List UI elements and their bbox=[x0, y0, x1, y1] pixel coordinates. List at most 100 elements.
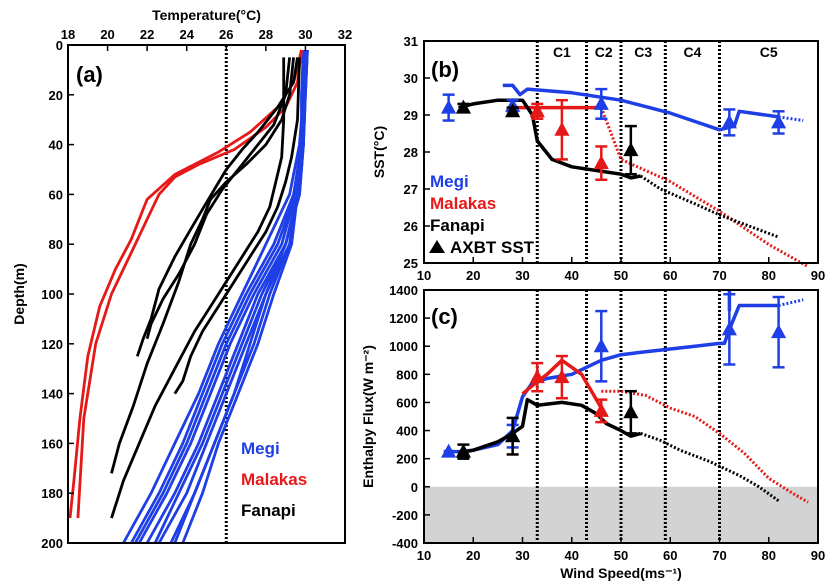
fanapi-marker bbox=[623, 142, 639, 157]
legend-entry-axbt-sst: AXBT SST bbox=[450, 238, 535, 257]
x-tick-label: 20 bbox=[466, 268, 480, 283]
fanapi-marker bbox=[505, 103, 521, 118]
enthalpy-flux-series bbox=[443, 290, 809, 504]
y-tick-label: 0 bbox=[411, 480, 418, 495]
y-tick-label: 600 bbox=[396, 395, 418, 410]
y-axis-title-b: SST(°C) bbox=[371, 126, 387, 178]
x-tick-label: 80 bbox=[762, 268, 776, 283]
legend-entry-malakas: Malakas bbox=[430, 194, 496, 213]
x-tick-label: 60 bbox=[663, 548, 677, 563]
y-tick-label: 120 bbox=[41, 337, 63, 352]
y-tick-label: 200 bbox=[41, 536, 63, 551]
y-tick-label: 27 bbox=[404, 182, 418, 197]
x-tick-label: 90 bbox=[811, 268, 825, 283]
panel-b-frame bbox=[423, 40, 819, 264]
y-tick-label: 30 bbox=[404, 71, 418, 86]
legend-entry-megi: Megi bbox=[241, 439, 280, 458]
axbt-sst-markers bbox=[441, 87, 787, 181]
panel-label-c: (c) bbox=[431, 304, 458, 329]
panel-label-b: (b) bbox=[431, 57, 459, 82]
x-tick-label: 22 bbox=[140, 27, 154, 42]
fanapi-dotted-line bbox=[640, 431, 780, 503]
megi-marker bbox=[593, 95, 609, 110]
x-tick-label: 50 bbox=[614, 268, 628, 283]
y-tick-label: 400 bbox=[396, 424, 418, 439]
legend-entry-fanapi: Fanapi bbox=[430, 216, 485, 235]
malakas-marker bbox=[529, 369, 545, 384]
panel-label-a: (a) bbox=[76, 62, 103, 87]
x-tick-label: 24 bbox=[179, 27, 194, 42]
fanapi-solid-line bbox=[458, 397, 642, 455]
megi-marker bbox=[771, 114, 787, 129]
triangle-marker-icon bbox=[429, 240, 445, 253]
y-tick-label: 25 bbox=[404, 256, 418, 271]
legend-entry-malakas: Malakas bbox=[241, 470, 307, 489]
megi-solid-line bbox=[502, 83, 779, 132]
y-tick-label: 140 bbox=[41, 387, 63, 402]
malakas-marker bbox=[593, 402, 609, 417]
legend-entry-fanapi: Fanapi bbox=[241, 501, 296, 520]
y-tick-label: -400 bbox=[392, 536, 418, 551]
panel-a-frame bbox=[67, 44, 346, 544]
x-axis-title-a: Temperature(°C) bbox=[152, 7, 261, 23]
profile-line-fanapi bbox=[135, 57, 299, 357]
malakas-dotted-line bbox=[601, 389, 809, 504]
fanapi-marker bbox=[455, 443, 471, 458]
y-tick-label: 1000 bbox=[389, 339, 418, 354]
megi-marker bbox=[441, 443, 457, 458]
y-tick-label: 160 bbox=[41, 436, 63, 451]
legend-a: Megi Malakas Fanapi bbox=[241, 439, 307, 520]
y-tick-label: 40 bbox=[49, 138, 63, 153]
malakas-marker bbox=[554, 121, 570, 136]
category-label-c1: C1 bbox=[553, 44, 571, 60]
x-tick-label: 30 bbox=[515, 268, 529, 283]
malakas-marker bbox=[554, 369, 570, 384]
y-axis-title-c: Enthalpy Flux(W m⁻²) bbox=[360, 345, 376, 488]
megi-marker bbox=[721, 321, 737, 336]
category-lines-b bbox=[535, 41, 721, 263]
category-label-c3: C3 bbox=[634, 44, 652, 60]
y-tick-label: 0 bbox=[56, 38, 63, 53]
megi-marker bbox=[593, 338, 609, 353]
y-tick-label: 200 bbox=[396, 452, 418, 467]
x-tick-label: 20 bbox=[100, 27, 114, 42]
category-label-c2: C2 bbox=[595, 44, 613, 60]
megi-dotted-line bbox=[778, 298, 804, 307]
x-tick-label: 60 bbox=[663, 268, 677, 283]
fanapi-marker bbox=[623, 404, 639, 419]
panel-b: C1 C2 C3 C4 C5 10 20 30 40 50 60 70 80 90 25 26 27 28 29 3… bbox=[371, 34, 825, 283]
y-tick-label: 28 bbox=[404, 145, 418, 160]
panel-a: 18 20 22 24 26 28 30 32 0 20 40 60 80 100 120 140 160 180… bbox=[11, 7, 352, 551]
y-tick-label: 80 bbox=[49, 237, 63, 252]
legend-b: Megi Malakas Fanapi AXBT SST bbox=[429, 172, 535, 257]
x-tick-label: 26 bbox=[219, 27, 233, 42]
legend-entry-megi: Megi bbox=[430, 172, 469, 191]
fanapi-dotted-line bbox=[639, 174, 780, 239]
y-tick-label: -200 bbox=[392, 508, 418, 523]
x-tick-label: 10 bbox=[417, 548, 431, 563]
y-tick-label: 20 bbox=[49, 88, 63, 103]
category-label-c4: C4 bbox=[683, 44, 701, 60]
x-tick-label: 20 bbox=[466, 548, 480, 563]
category-label-c5: C5 bbox=[760, 44, 778, 60]
y-tick-label: 1400 bbox=[389, 283, 418, 298]
x-tick-label: 40 bbox=[565, 268, 579, 283]
profile-line-fanapi bbox=[110, 57, 295, 474]
panel-c: 10 20 30 40 50 60 70 80 90 -400 -200 0 200 400 600 800 1… bbox=[360, 283, 825, 581]
malakas-dotted-line bbox=[599, 107, 809, 269]
x-tick-label: 10 bbox=[417, 268, 431, 283]
malakas-marker bbox=[529, 103, 545, 118]
y-tick-label: 800 bbox=[396, 367, 418, 382]
profile-line-fanapi bbox=[110, 57, 286, 519]
panel-c-frame bbox=[423, 289, 819, 544]
y-tick-label: 180 bbox=[41, 486, 63, 501]
y-tick-label: 31 bbox=[404, 34, 418, 49]
sst-series bbox=[458, 83, 809, 269]
y-tick-label: 60 bbox=[49, 187, 63, 202]
panel-c-ticks: 10 20 30 40 50 60 70 80 90 -400 -200 0 200 400 600 800 1… bbox=[389, 283, 825, 563]
enthalpy-flux-markers bbox=[441, 292, 787, 460]
x-axis-title-c: Wind Speed(ms⁻¹) bbox=[560, 565, 682, 581]
megi-marker bbox=[441, 99, 457, 114]
y-tick-label: 100 bbox=[41, 287, 63, 302]
